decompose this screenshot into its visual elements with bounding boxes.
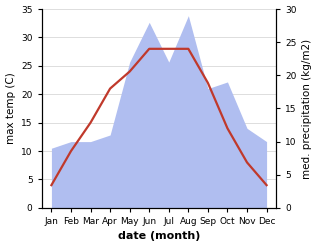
X-axis label: date (month): date (month) — [118, 231, 200, 242]
Y-axis label: med. precipitation (kg/m2): med. precipitation (kg/m2) — [302, 38, 313, 179]
Y-axis label: max temp (C): max temp (C) — [5, 73, 16, 144]
